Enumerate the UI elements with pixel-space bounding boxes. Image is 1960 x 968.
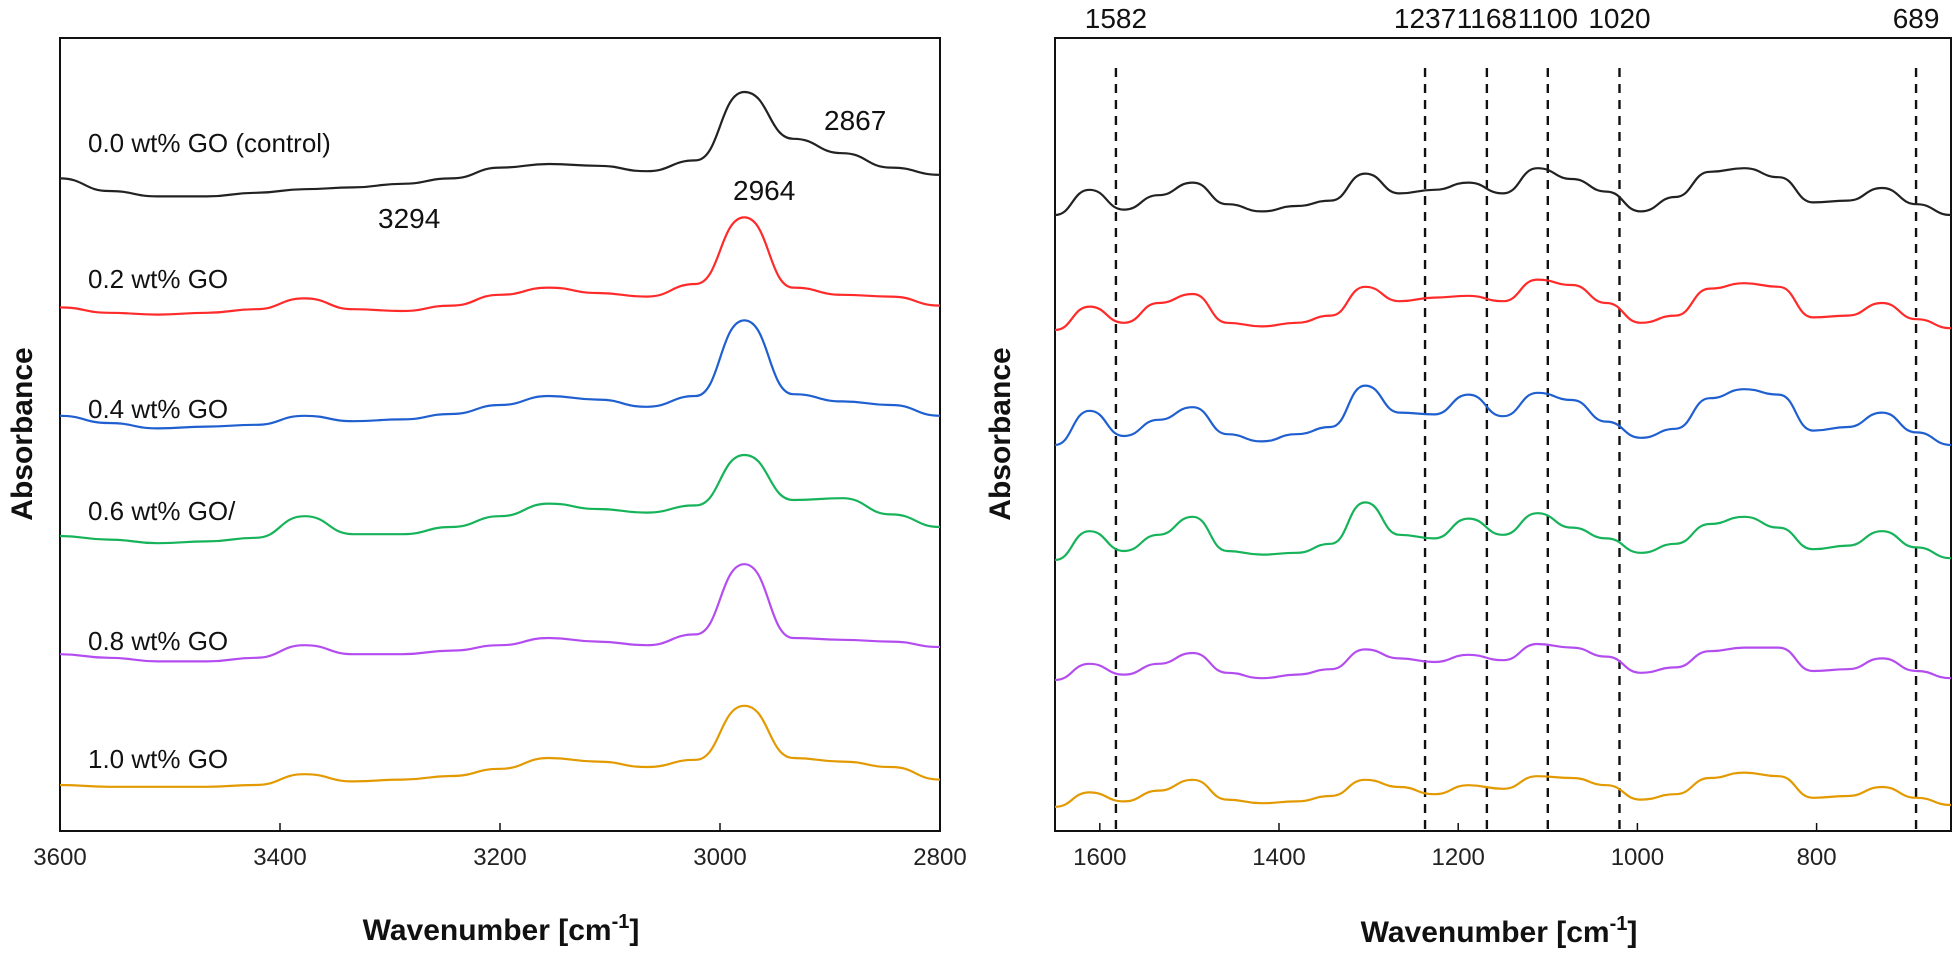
left-x-axis-title: Wavenumber [cm-1] [363, 911, 640, 947]
series-line-left-0 [59, 90, 941, 198]
left-panel: 0.0 wt% GO (control) 0.2 wt% GO 0.4 wt% GO… [6, 37, 967, 947]
right-plot-frame [1054, 37, 1952, 832]
series-line-left-4 [59, 563, 941, 663]
left-x-ticks: 3600 3400 3200 3000 2800 [33, 823, 967, 871]
series-label-1: 0.2 wt% GO [88, 264, 228, 294]
series-label-3: 0.6 wt% GO/ [88, 496, 236, 526]
annotation-2964: 2964 [733, 175, 795, 206]
annotation-2867: 2867 [824, 105, 886, 136]
left-y-axis-title: Absorbance [6, 347, 39, 520]
series-label-5: 1.0 wt% GO [88, 744, 228, 774]
right-y-axis-title: Absorbance [984, 347, 1017, 520]
peak-label-1582: 1582 [1085, 3, 1147, 34]
series-line-right-1 [1054, 278, 1952, 332]
left-x-title-tail: ] [629, 914, 639, 947]
x-tick-label-right-1: 1400 [1252, 844, 1305, 871]
x-tick-label-left-2: 3200 [473, 844, 526, 871]
series-label-4: 0.8 wt% GO [88, 626, 228, 656]
series-line-left-3 [59, 453, 941, 545]
series-line-right-3 [1054, 501, 1952, 562]
series-line-left-5 [59, 704, 941, 788]
x-tick-label-left-3: 3000 [693, 844, 746, 871]
series-label-0: 0.0 wt% GO (control) [88, 128, 331, 158]
series-line-right-4 [1054, 642, 1952, 682]
series-line-right-5 [1054, 771, 1952, 808]
right-series-group [1054, 167, 1952, 808]
x-tick-label-right-0: 1600 [1073, 844, 1126, 871]
peak-label-1237: 1237 [1394, 3, 1456, 34]
left-x-title-sup: -1 [612, 911, 630, 933]
x-tick-label-left-4: 2800 [913, 844, 966, 871]
x-tick-label-left-0: 3600 [33, 844, 86, 871]
right-x-title-tail: ] [1627, 916, 1637, 949]
right-x-ticks: 1600 1400 1200 1000 800 [1073, 823, 1837, 871]
peak-label-1100: 1100 [1518, 3, 1578, 34]
right-peak-labels: 1582 1237 1168 1100 1020 689 [1085, 3, 1940, 34]
right-x-title-sup: -1 [1610, 913, 1628, 935]
peak-label-1168: 1168 [1457, 3, 1517, 34]
peak-label-1020: 1020 [1588, 3, 1650, 34]
series-line-right-0 [1054, 167, 1952, 217]
series-line-right-2 [1054, 384, 1952, 447]
right-x-axis-title: Wavenumber [cm-1] [1361, 913, 1638, 949]
right-peak-lines [1114, 68, 1918, 831]
annotation-3294: 3294 [378, 203, 440, 234]
peak-label-689: 689 [1893, 3, 1940, 34]
series-line-left-1 [59, 216, 941, 316]
right-panel: 1582 1237 1168 1100 1020 689 1600 1400 1200 1000… [984, 3, 1952, 949]
x-tick-label-right-4: 800 [1797, 844, 1837, 871]
x-tick-label-left-1: 3400 [253, 844, 306, 871]
series-line-left-2 [59, 319, 941, 430]
series-label-2: 0.4 wt% GO [88, 394, 228, 424]
x-tick-label-right-2: 1200 [1432, 844, 1485, 871]
left-series-group [59, 90, 941, 788]
left-x-title-main: Wavenumber [cm [363, 914, 612, 947]
left-series-labels: 0.0 wt% GO (control) 0.2 wt% GO 0.4 wt% GO… [88, 128, 331, 774]
x-tick-label-right-3: 1000 [1611, 844, 1664, 871]
right-x-title-main: Wavenumber [cm [1361, 916, 1610, 949]
